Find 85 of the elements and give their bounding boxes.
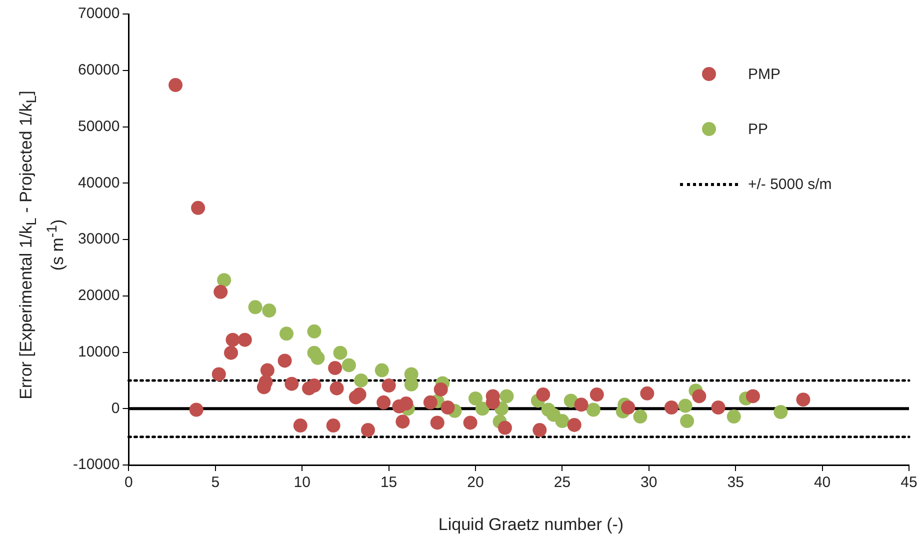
x-tick-label: 30: [640, 474, 658, 492]
point: [711, 400, 726, 414]
y-tick-label: 60000: [78, 62, 120, 79]
point: [214, 284, 228, 299]
point: [586, 402, 600, 417]
y-tick-label: 30000: [78, 230, 120, 248]
point: [260, 363, 274, 378]
point: [352, 388, 366, 402]
legend-label: PMP: [748, 66, 781, 82]
point: [191, 200, 206, 215]
point: [621, 400, 636, 414]
point: [376, 395, 391, 410]
point: [189, 402, 204, 417]
point: [333, 346, 348, 360]
y-tick-label: -10000: [72, 456, 120, 474]
y-tick-label: 20000: [78, 287, 120, 304]
point: [726, 410, 741, 424]
point: [468, 391, 483, 406]
point: [307, 378, 322, 393]
y-tick-label: 40000: [78, 174, 120, 192]
point: [555, 414, 570, 428]
x-tick-label: 5: [211, 474, 220, 492]
x-tick-label: 35: [727, 474, 744, 492]
y-tick-label: 70000: [78, 5, 120, 22]
point: [664, 400, 678, 414]
point: [328, 361, 342, 376]
point: [226, 332, 240, 347]
point: [396, 414, 410, 429]
x-tick-label: 0: [124, 474, 133, 492]
point: [498, 420, 512, 435]
point: [382, 378, 396, 393]
point: [574, 398, 588, 412]
y-tick-label: 10000: [78, 343, 120, 360]
point: [342, 358, 356, 372]
point: [475, 402, 490, 416]
x-tick-label: 45: [900, 474, 918, 492]
point: [796, 392, 810, 407]
point: [212, 367, 226, 382]
point: [680, 414, 694, 428]
point: [248, 300, 262, 314]
point: [278, 354, 292, 368]
point: [404, 377, 418, 392]
point: [238, 332, 252, 347]
point: [399, 396, 414, 411]
x-tick-label: 10: [294, 474, 310, 492]
point: [280, 326, 294, 341]
point: [360, 423, 375, 438]
point: [326, 418, 340, 433]
y-tick-label: 50000: [78, 118, 120, 135]
x-tick-label: 40: [814, 474, 831, 492]
point: [217, 273, 232, 288]
point: [293, 418, 308, 433]
point: [567, 418, 582, 432]
point: [423, 395, 438, 410]
x-tick-label: 20: [467, 474, 484, 492]
point: [262, 304, 276, 318]
y-tick-label: 0: [111, 400, 120, 417]
point: [640, 386, 654, 400]
x-tick-label: 15: [380, 474, 398, 492]
point: [532, 423, 547, 438]
point: [224, 346, 238, 360]
legend-label: +/- 5000 s/m: [748, 176, 832, 192]
point: [692, 389, 706, 404]
legend-label: PP: [748, 120, 768, 138]
point: [440, 400, 455, 414]
point: [590, 388, 604, 402]
point: [500, 389, 514, 404]
x-axis-title: Liquid Graetz number (-): [437, 515, 625, 535]
point: [374, 363, 389, 378]
point: [168, 78, 183, 92]
point: [536, 388, 550, 402]
point: [256, 380, 271, 394]
point: [430, 416, 444, 430]
point: [774, 405, 788, 420]
point: [463, 416, 478, 430]
point: [307, 324, 322, 338]
point: [284, 376, 299, 391]
point: [633, 410, 648, 424]
point: [746, 389, 760, 404]
x-tick-label: 25: [554, 474, 571, 492]
point: [310, 350, 325, 365]
point: [354, 373, 368, 388]
point: [678, 398, 692, 413]
point: [434, 382, 448, 396]
point: [330, 381, 344, 396]
